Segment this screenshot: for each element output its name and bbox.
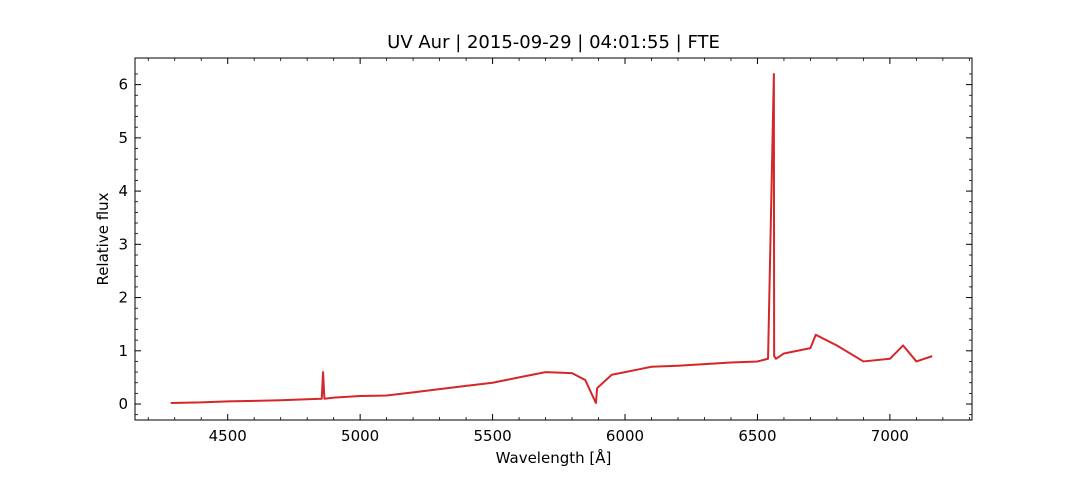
x-axis-label: Wavelength [Å] [496, 448, 612, 467]
y-tick-label: 3 [118, 235, 128, 253]
x-tick-label: 6500 [738, 427, 776, 445]
plot-frame [134, 57, 973, 421]
y-tick-label: 5 [118, 129, 128, 147]
x-tick-label: 5000 [341, 427, 379, 445]
chart-title: UV Aur | 2015-09-29 | 04:01:55 | FTE [387, 32, 720, 53]
y-tick-label: 6 [118, 76, 128, 94]
x-tick-label: 4500 [209, 427, 247, 445]
y-tick-label: 4 [118, 182, 128, 200]
y-tick-label: 2 [118, 289, 128, 307]
x-tick-label: 5500 [473, 427, 511, 445]
x-tick-label: 7000 [871, 427, 909, 445]
spectrum-line [170, 72, 933, 404]
x-tick-label: 6000 [606, 427, 644, 445]
y-axis-label: Relative flux [94, 192, 112, 285]
y-tick-label: 0 [118, 395, 128, 413]
y-tick-label: 1 [118, 342, 128, 360]
